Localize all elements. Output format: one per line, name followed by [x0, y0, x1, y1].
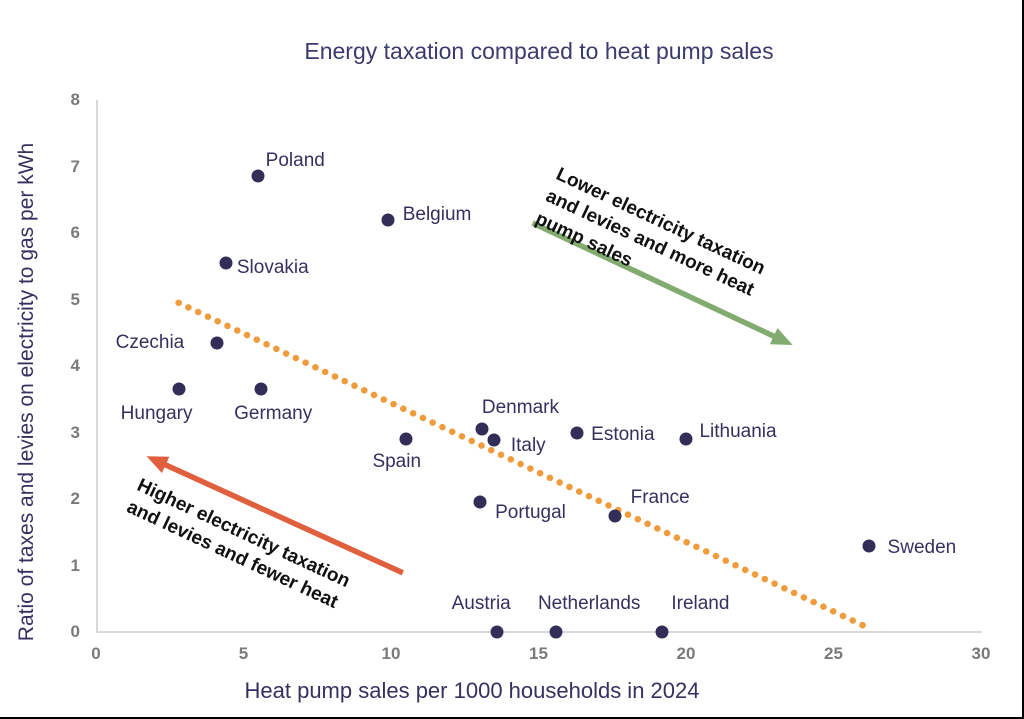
data-point-italy — [487, 433, 501, 447]
y-tick-label: 8 — [70, 90, 80, 109]
data-point-czechia — [210, 336, 224, 350]
x-tick-label: 0 — [91, 644, 101, 663]
x-axis-label: Heat pump sales per 1000 households in 2… — [244, 678, 700, 703]
y-tick-label: 5 — [70, 289, 80, 309]
y-tick-label: 7 — [70, 156, 80, 176]
data-point-belgium — [381, 213, 395, 227]
country-label-denmark: Denmark — [481, 397, 559, 419]
chart-title: Energy taxation compared to heat pump sa… — [304, 38, 774, 64]
data-point-netherlands — [549, 625, 563, 639]
x-tick-label: 10 — [381, 644, 401, 663]
country-label-germany: Germany — [234, 403, 313, 425]
x-tick-label: 15 — [529, 644, 548, 663]
country-label-slovakia: Slovakia — [236, 256, 309, 278]
country-label-czechia: Czechia — [115, 331, 185, 353]
y-tick-label: 0 — [70, 622, 80, 641]
country-label-ireland: Ireland — [671, 593, 730, 614]
y-tick-label: 6 — [70, 223, 80, 242]
country-label-france: France — [630, 486, 690, 508]
lower-taxation-note-arrow — [531, 220, 793, 346]
data-point-spain — [399, 432, 413, 446]
x-tick-label: 5 — [238, 644, 249, 663]
country-label-lithuania: Lithuania — [699, 421, 777, 443]
country-label-portugal: Portugal — [495, 502, 566, 524]
data-point-lithuania — [679, 432, 693, 446]
trendline — [175, 299, 867, 629]
data-point-estonia — [570, 426, 584, 439]
country-label-sweden: Sweden — [887, 536, 957, 558]
country-label-poland: Poland — [265, 150, 325, 172]
x-tick-label: 25 — [824, 644, 843, 663]
country-label-estonia: Estonia — [591, 423, 655, 445]
y-tick-label: 2 — [70, 489, 80, 508]
data-point-slovakia — [219, 256, 233, 270]
higher-taxation-note-arrow — [146, 456, 404, 576]
country-label-spain: Spain — [372, 451, 422, 473]
x-axis-line — [96, 631, 982, 633]
country-label-belgium: Belgium — [402, 203, 472, 225]
data-point-france — [608, 509, 622, 523]
data-point-germany — [254, 382, 268, 396]
data-point-hungary — [172, 382, 186, 396]
country-label-netherlands: Netherlands — [537, 593, 641, 614]
y-tick-label: 3 — [70, 422, 80, 442]
x-tick-label: 20 — [676, 644, 696, 663]
y-tick-label: 1 — [70, 555, 80, 575]
x-tick-label: 30 — [971, 644, 991, 663]
y-tick-label: 4 — [70, 356, 80, 375]
country-label-austria: Austria — [451, 593, 511, 614]
data-point-ireland — [655, 625, 669, 639]
country-label-italy: Italy — [510, 435, 546, 457]
data-point-poland — [251, 169, 265, 183]
data-point-portugal — [473, 495, 486, 509]
data-point-denmark — [475, 422, 489, 436]
data-point-sweden — [862, 539, 876, 553]
data-point-austria — [490, 625, 504, 639]
country-label-hungary: Hungary — [120, 403, 193, 425]
y-axis-line — [96, 100, 98, 632]
